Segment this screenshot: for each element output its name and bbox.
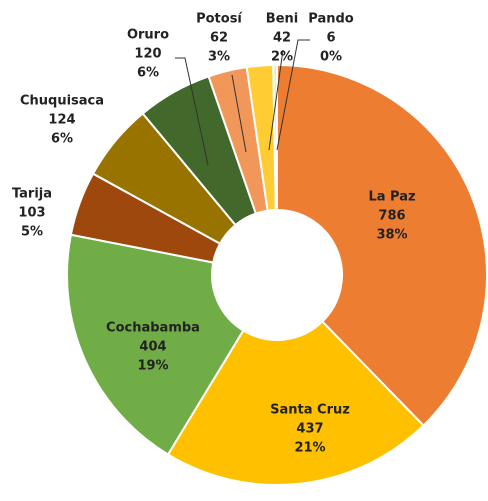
- percent-label: 6%: [51, 132, 73, 147]
- category-label: Potosí: [196, 12, 243, 27]
- percent-label: 38%: [376, 228, 407, 243]
- category-label: Beni: [266, 12, 298, 27]
- value-label: 62: [210, 31, 228, 46]
- percent-label: 0%: [320, 50, 342, 65]
- slice: [166, 320, 425, 486]
- category-label: Oruro: [127, 28, 169, 43]
- slices: [66, 63, 488, 486]
- value-label: 437: [296, 422, 323, 437]
- value-label: 786: [378, 209, 405, 224]
- slice: [276, 63, 488, 427]
- category-label: La Paz: [368, 190, 415, 205]
- value-label: 124: [48, 113, 75, 128]
- category-label: Pando: [308, 12, 354, 27]
- percent-label: 2%: [271, 50, 293, 65]
- value-label: 120: [134, 47, 161, 62]
- percent-label: 5%: [21, 225, 43, 240]
- percent-label: 19%: [137, 359, 168, 374]
- value-label: 6: [326, 31, 335, 46]
- category-label: Tarija: [12, 187, 52, 202]
- category-label: Santa Cruz: [270, 403, 350, 418]
- leader-line: [268, 49, 284, 151]
- leader-line: [231, 74, 247, 153]
- labels: La Paz 786 38% Santa Cruz 437 21% Cochabamba 40…: [12, 12, 416, 456]
- percent-label: 3%: [208, 50, 230, 65]
- category-label: Chuquisaca: [20, 94, 104, 109]
- percent-label: 6%: [137, 66, 159, 81]
- percent-label: 21%: [294, 441, 325, 456]
- slice: [66, 233, 245, 456]
- value-label: 103: [18, 206, 45, 221]
- leader-line: [175, 57, 209, 166]
- leaders: [175, 39, 310, 166]
- value-label: 42: [273, 31, 291, 46]
- value-label: 404: [139, 340, 166, 355]
- leader-line: [276, 39, 310, 151]
- category-label: Cochabamba: [106, 321, 200, 336]
